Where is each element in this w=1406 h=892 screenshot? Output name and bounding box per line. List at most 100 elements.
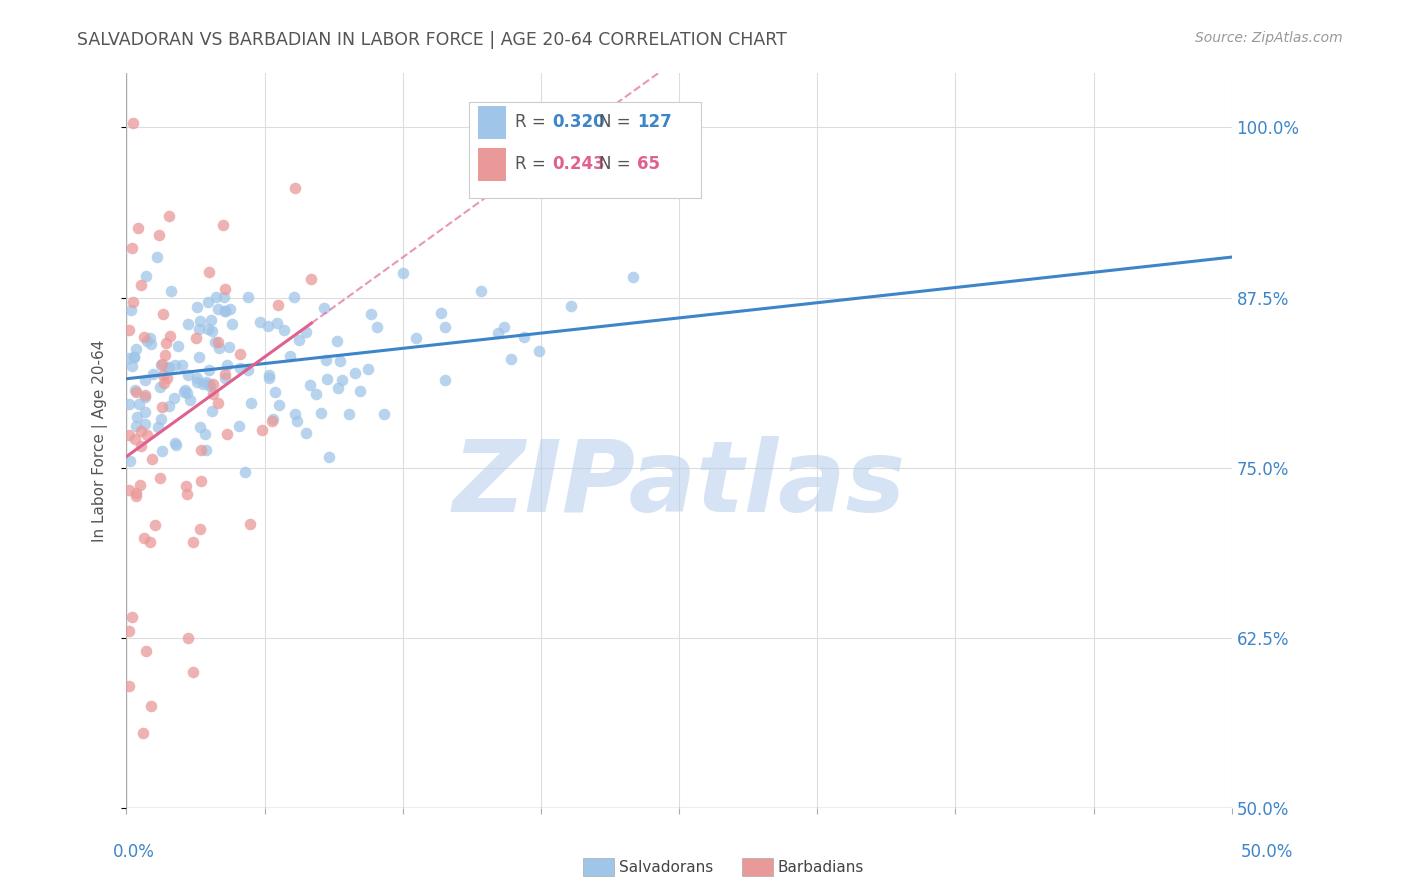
Point <box>405 331 427 345</box>
Point <box>165 358 187 372</box>
Point <box>125 342 148 356</box>
Point <box>197 322 219 336</box>
Point <box>150 443 173 458</box>
Point <box>257 370 280 384</box>
Point <box>262 412 284 426</box>
Point <box>373 407 395 421</box>
Point <box>117 679 139 693</box>
Point <box>125 419 148 434</box>
Point <box>150 401 173 415</box>
Point <box>117 397 139 411</box>
Point <box>124 384 146 398</box>
Text: 65: 65 <box>637 155 659 173</box>
Point <box>433 373 456 387</box>
Point <box>148 227 170 242</box>
Point <box>197 295 219 310</box>
Point <box>174 383 197 397</box>
Point <box>195 442 218 457</box>
Text: 127: 127 <box>637 113 672 131</box>
Point <box>148 420 170 434</box>
Point <box>121 242 143 256</box>
Point <box>146 250 169 264</box>
Point <box>121 295 143 310</box>
Point <box>176 385 198 400</box>
Point <box>266 298 288 312</box>
Point <box>429 306 451 320</box>
Point <box>470 284 492 298</box>
Point <box>160 284 183 298</box>
Point <box>167 339 190 353</box>
Point <box>118 428 141 442</box>
Point <box>295 425 318 440</box>
Text: Barbadians: Barbadians <box>778 860 863 874</box>
Point <box>202 386 225 401</box>
Point <box>190 314 212 328</box>
Point <box>218 301 240 316</box>
Point <box>150 357 173 371</box>
Point <box>621 269 644 284</box>
Point <box>134 390 156 404</box>
Point <box>299 272 322 286</box>
Point <box>201 403 224 417</box>
Point <box>172 358 194 372</box>
Point <box>149 470 172 484</box>
Text: SALVADORAN VS BARBADIAN IN LABOR FORCE | AGE 20-64 CORRELATION CHART: SALVADORAN VS BARBADIAN IN LABOR FORCE |… <box>77 31 787 49</box>
Point <box>214 304 236 318</box>
Point <box>152 368 174 382</box>
Point <box>142 367 165 381</box>
Point <box>121 610 143 624</box>
Point <box>366 319 388 334</box>
Point <box>501 351 523 366</box>
Point <box>174 479 197 493</box>
Point <box>235 465 257 479</box>
Point <box>221 317 243 331</box>
Point <box>190 443 212 458</box>
Point <box>309 406 332 420</box>
Text: 0.243: 0.243 <box>553 155 605 173</box>
Point <box>186 331 208 345</box>
Point <box>212 218 235 232</box>
Point <box>186 300 208 314</box>
Text: N =: N = <box>599 113 637 131</box>
Point <box>229 347 252 361</box>
Point <box>155 336 177 351</box>
Point <box>527 343 550 358</box>
Point <box>214 290 236 304</box>
Point <box>214 304 236 318</box>
Bar <box>478 148 506 181</box>
Point <box>249 314 271 328</box>
Point <box>121 116 143 130</box>
Point <box>135 644 157 658</box>
Point <box>120 303 142 318</box>
Point <box>305 387 328 401</box>
Point <box>136 428 159 442</box>
Point <box>239 395 262 409</box>
Point <box>177 317 200 331</box>
Point <box>156 371 179 385</box>
Point <box>486 326 509 341</box>
Point <box>121 359 143 373</box>
Point <box>117 624 139 638</box>
Point <box>332 373 354 387</box>
Point <box>326 381 349 395</box>
Point <box>236 363 259 377</box>
Point <box>299 377 322 392</box>
Point <box>150 358 173 372</box>
Point <box>284 181 307 195</box>
Point <box>139 336 162 351</box>
Point <box>560 299 582 313</box>
Point <box>138 535 160 549</box>
Point <box>186 370 208 384</box>
Point <box>329 354 352 368</box>
Point <box>128 478 150 492</box>
Point <box>181 535 204 549</box>
Point <box>122 351 145 365</box>
Point <box>124 432 146 446</box>
Point <box>125 485 148 500</box>
Point <box>360 307 382 321</box>
Point <box>179 392 201 407</box>
Point <box>349 384 371 398</box>
Point <box>165 435 187 450</box>
Point <box>188 420 211 434</box>
Point <box>149 380 172 394</box>
